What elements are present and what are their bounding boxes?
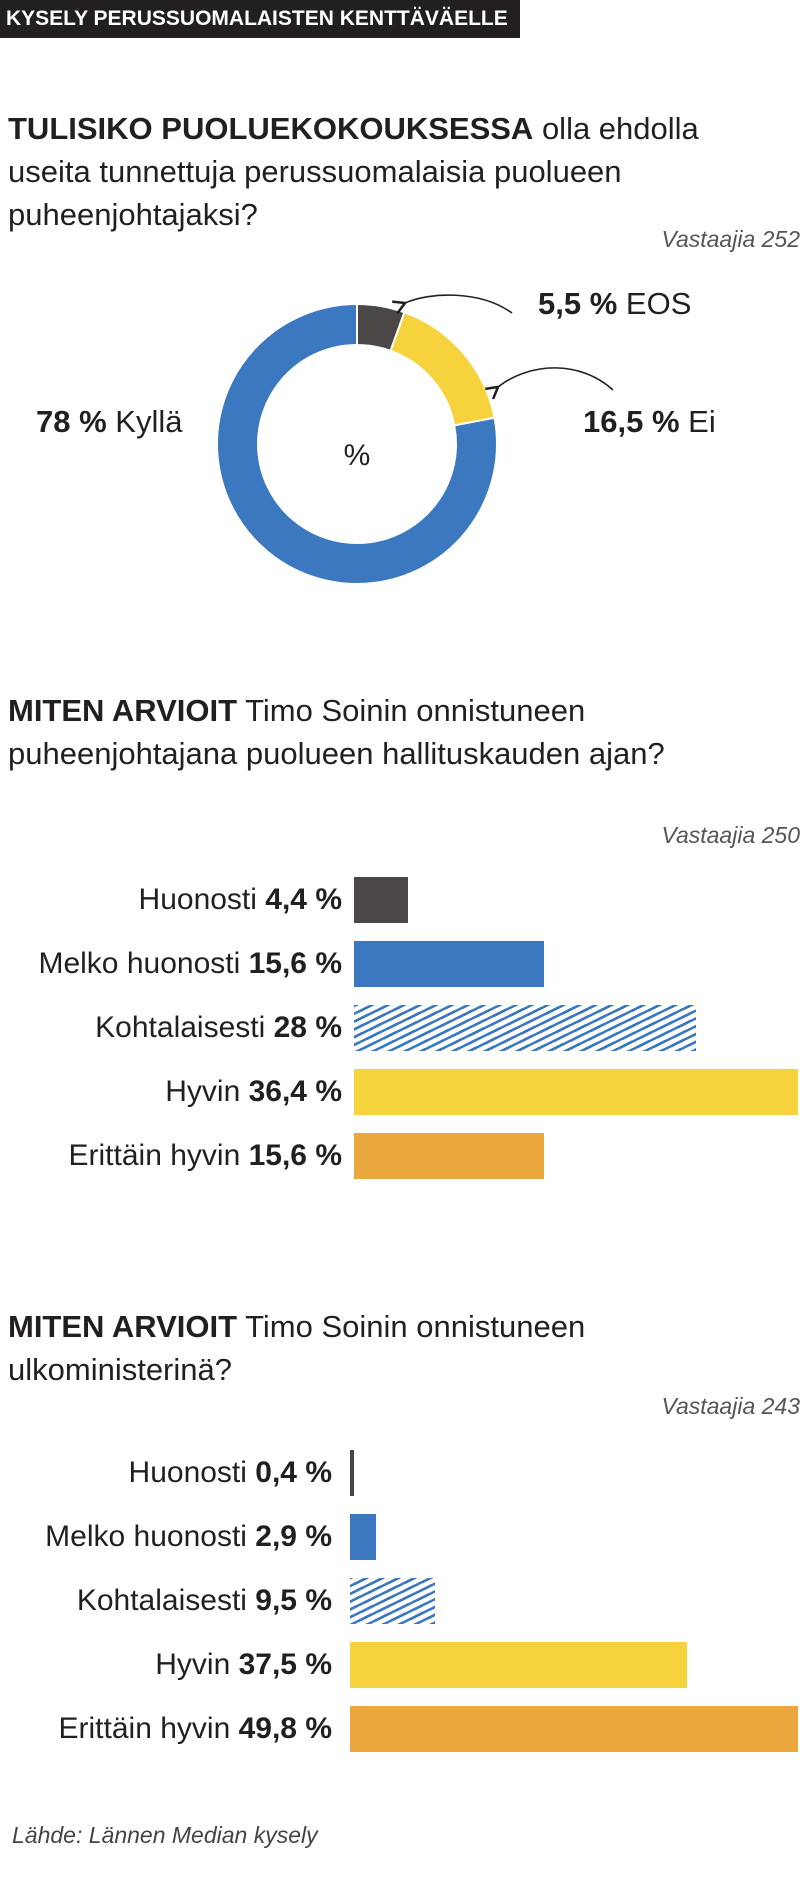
- bar-label-kohtalaisesti: Kohtalaisesti 9,5 %: [77, 1578, 332, 1624]
- bar-category: Melko huonosti: [45, 1520, 256, 1553]
- question-chairman: MITEN ARVIOIT Timo Soinin onnistuneen pu…: [8, 689, 778, 775]
- slice-name: EOS: [625, 286, 692, 321]
- bar-value: 28 %: [273, 1011, 342, 1044]
- bar-value: 15,6 %: [248, 947, 342, 980]
- bar-label-huonosti: Huonosti 4,4 %: [139, 877, 342, 923]
- question-text: Timo Soinin onnistuneen ulkoministerinä?: [8, 1309, 586, 1387]
- slice-value: 5,5 %: [538, 286, 618, 321]
- slice-value: 16,5 %: [583, 404, 680, 439]
- bar-hyvin: [350, 1642, 688, 1688]
- bar-category: Kohtalaisesti: [76, 1584, 256, 1617]
- bar-category: Hyvin: [155, 1648, 239, 1681]
- bar-value: 37,5 %: [238, 1648, 332, 1681]
- bar-value: 49,8 %: [238, 1712, 332, 1745]
- bar-category: Melko huonosti: [38, 947, 249, 980]
- bar-huonosti: [354, 877, 408, 923]
- callout-arrow-ei: [485, 367, 614, 400]
- bar-huonosti: [350, 1450, 354, 1496]
- bar-category: Erittäin hyvin: [58, 1712, 239, 1745]
- question-text: Timo Soinin onnistuneen puheenjohtajana …: [8, 693, 665, 771]
- bar-label-melko-huonosti: Melko huonosti 2,9 %: [45, 1514, 332, 1560]
- slice-name: Ei: [688, 404, 716, 439]
- respondents-count: Vastaajia 252: [661, 226, 800, 252]
- header-title: KYSELY PERUSSUOMALAISTEN KENTTÄVÄELLE: [0, 0, 520, 38]
- slice-name: Kyllä: [115, 404, 183, 439]
- bar-value: 36,4 %: [248, 1075, 342, 1108]
- bar-category: Erittäin hyvin: [68, 1139, 249, 1172]
- bar-category: Huonosti: [128, 1456, 256, 1489]
- question-foreign-minister: MITEN ARVIOIT Timo Soinin onnistuneen ul…: [8, 1305, 778, 1391]
- bar-label-erittain-hyvin: Erittäin hyvin 15,6 %: [69, 1133, 342, 1179]
- question-party-congress: TULISIKO PUOLUEKOKOUKSESSA olla ehdolla …: [8, 107, 778, 236]
- slice-value: 78 %: [36, 404, 107, 439]
- bar-kohtalaisesti: [354, 1005, 696, 1051]
- source-note: Lähde: Lännen Median kysely: [12, 1822, 318, 1848]
- question-lead: MITEN ARVIOIT: [8, 1309, 238, 1344]
- donut-slice-kylla: [216, 302, 498, 585]
- donut-chart: %: [216, 294, 614, 585]
- donut-center-label: %: [344, 439, 371, 472]
- question-lead: MITEN ARVIOIT: [8, 693, 238, 728]
- respondents-count: Vastaajia 250: [661, 822, 800, 848]
- bar-category: Hyvin: [165, 1075, 249, 1108]
- bar-label-huonosti: Huonosti 0,4 %: [129, 1450, 332, 1496]
- bar-category: Kohtalaisesti: [95, 1011, 274, 1044]
- slice-label-ei: 16,5 % Ei: [583, 402, 716, 442]
- bar-melko-huonosti: [350, 1514, 377, 1560]
- callout-arrow-eos: [392, 294, 513, 315]
- bar-melko-huonosti: [354, 941, 545, 987]
- question-lead: TULISIKO PUOLUEKOKOUKSESSA: [8, 111, 534, 146]
- bar-kohtalaisesti: [350, 1578, 436, 1624]
- bar-label-erittain-hyvin: Erittäin hyvin 49,8 %: [59, 1706, 332, 1752]
- bar-category: Huonosti: [138, 883, 266, 916]
- respondents-count: Vastaajia 243: [661, 1393, 800, 1419]
- bar-label-melko-huonosti: Melko huonosti 15,6 %: [38, 941, 342, 987]
- bar-erittain-hyvin: [354, 1133, 545, 1179]
- slice-label-kylla: 78 % Kyllä: [36, 402, 183, 442]
- bar-label-hyvin: Hyvin 37,5 %: [155, 1642, 332, 1688]
- bar-erittain-hyvin: [350, 1706, 798, 1752]
- donut-slice-ei: [389, 310, 496, 427]
- question-text: olla ehdolla useita tunnettuja perussuom…: [8, 111, 699, 232]
- bar-value: 15,6 %: [248, 1139, 342, 1172]
- bar-value: 0,4 %: [255, 1456, 332, 1489]
- bar-hyvin: [354, 1069, 798, 1115]
- bar-label-hyvin: Hyvin 36,4 %: [165, 1069, 342, 1115]
- bar-value: 2,9 %: [255, 1520, 332, 1553]
- bar-label-kohtalaisesti: Kohtalaisesti 28 %: [95, 1005, 342, 1051]
- slice-label-eos: 5,5 % EOS: [538, 284, 691, 324]
- bar-value: 4,4 %: [265, 883, 342, 916]
- bar-value: 9,5 %: [255, 1584, 332, 1617]
